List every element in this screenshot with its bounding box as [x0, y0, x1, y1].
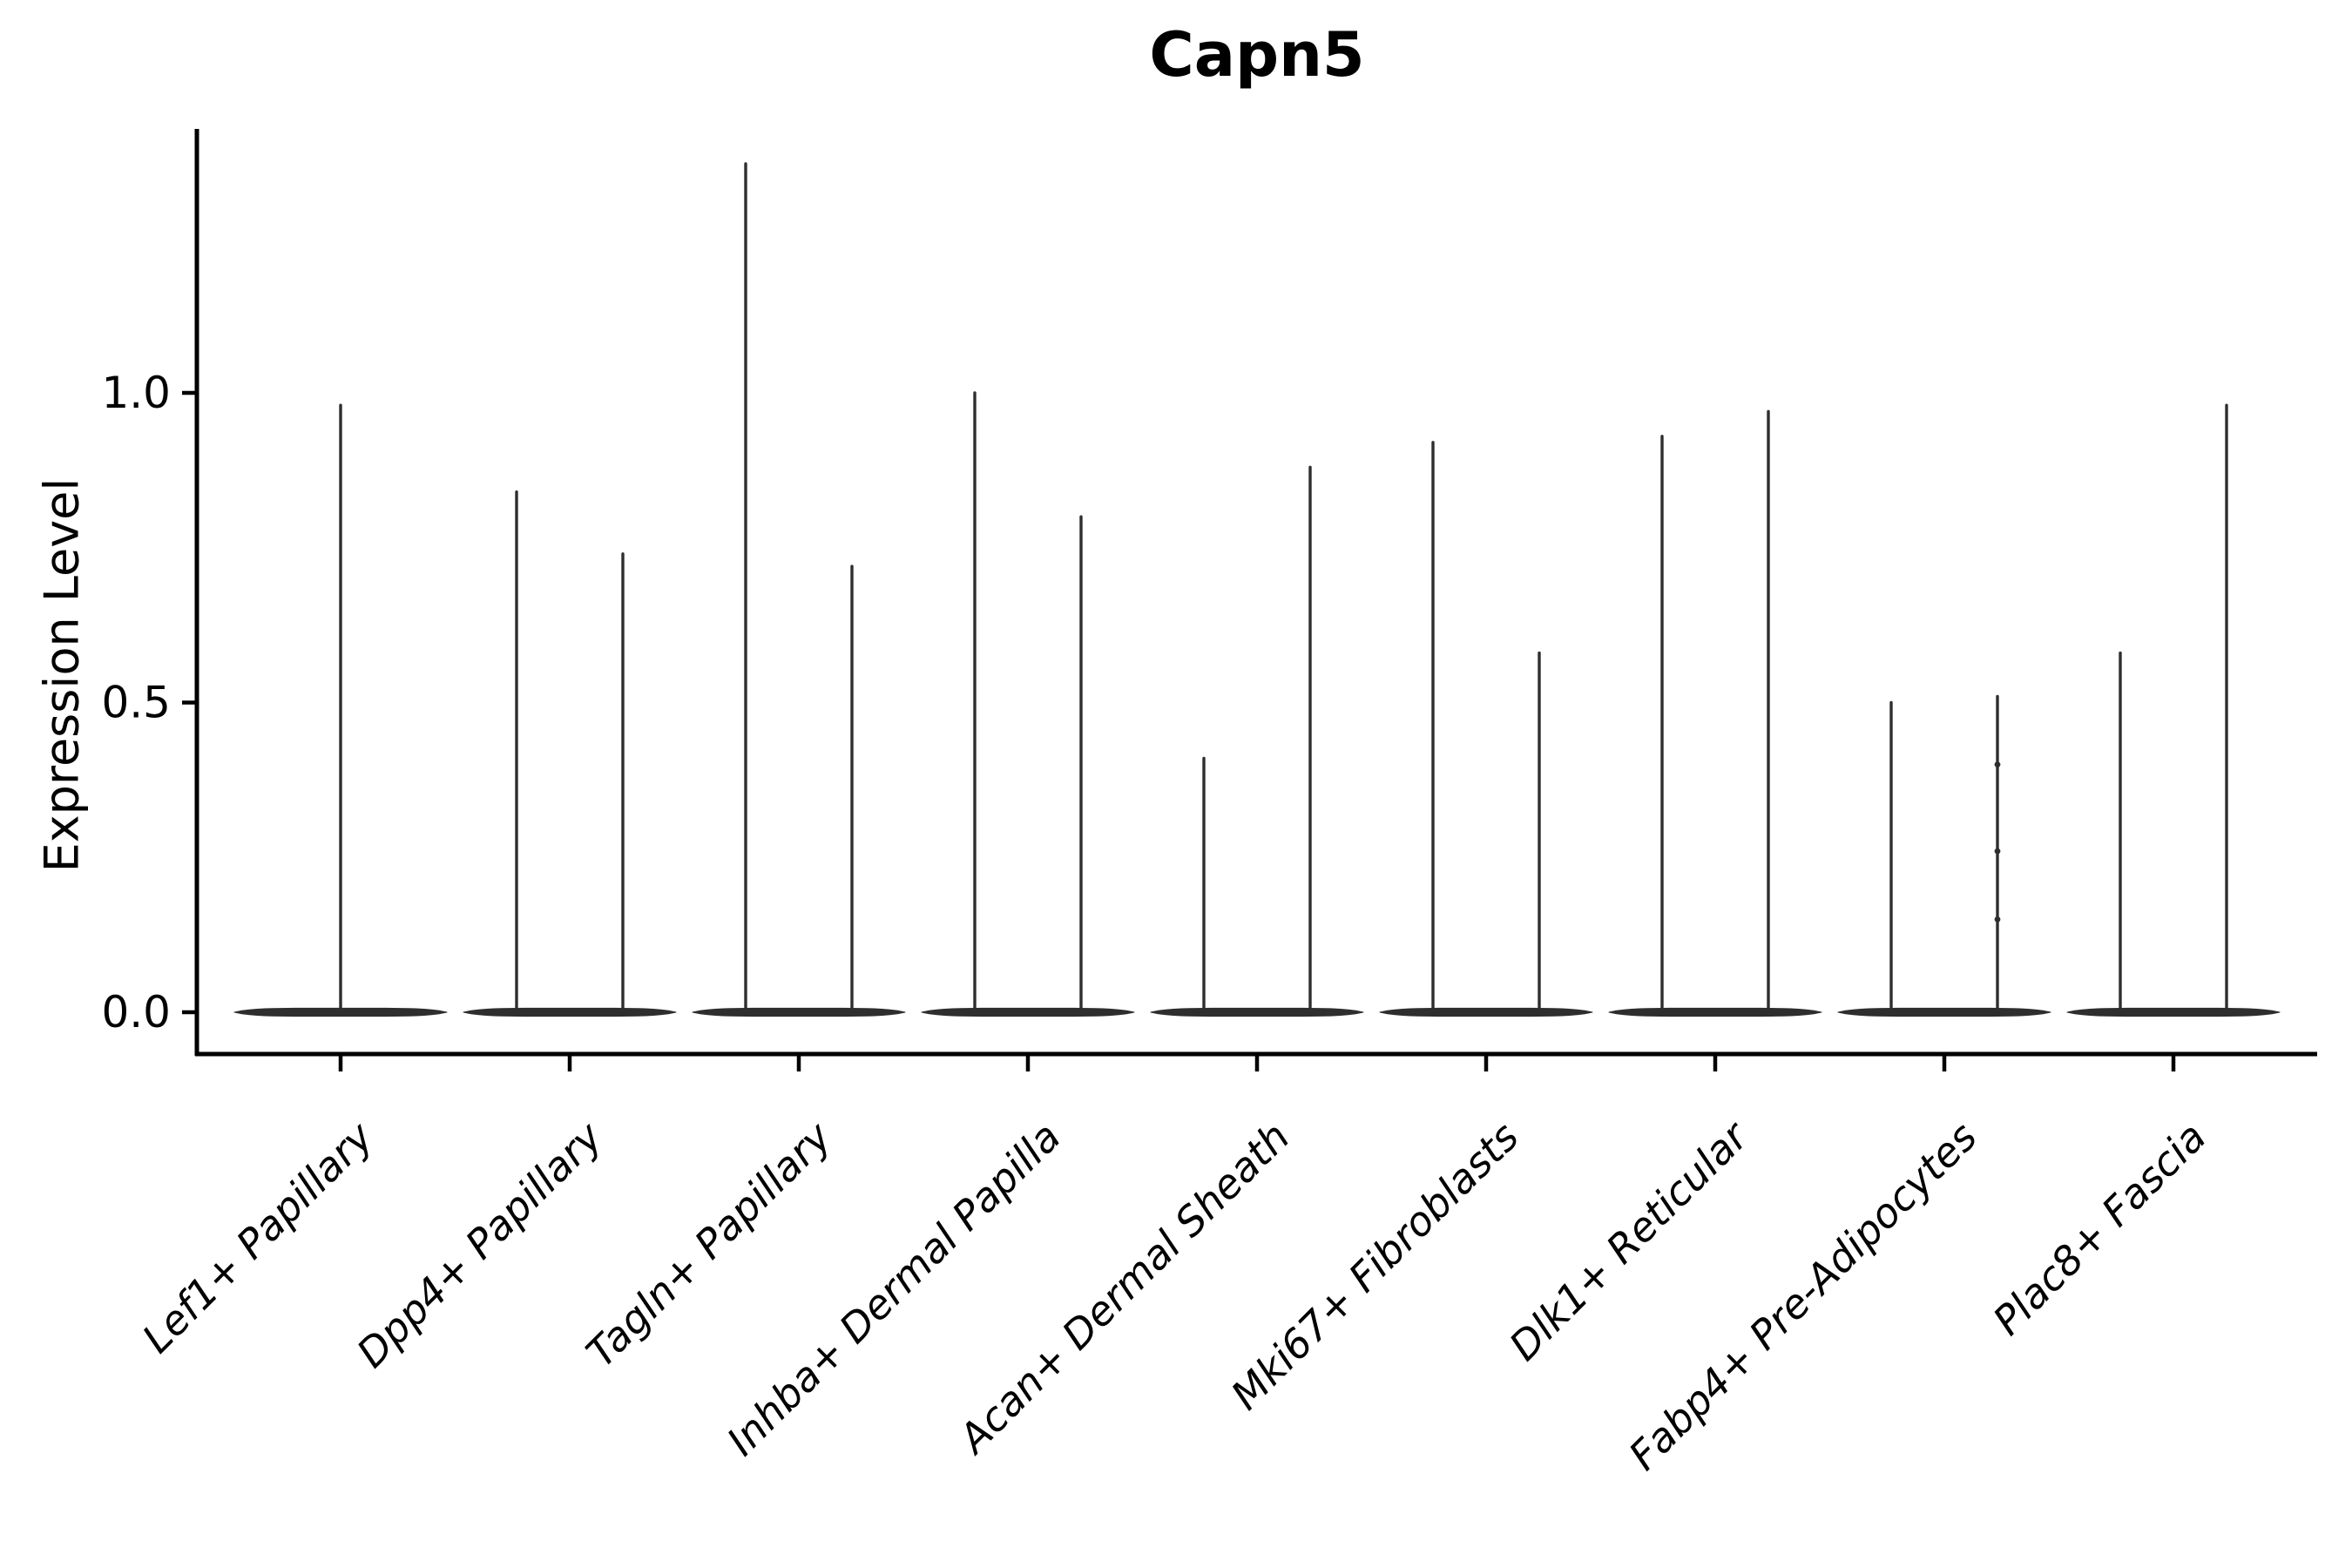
y-tick-label: 1.0 [101, 368, 171, 418]
violin-baseline [1608, 1007, 1822, 1017]
violin-density-dot [1994, 916, 2001, 923]
x-tick-label: Tagln+ Papillary [577, 1112, 841, 1376]
violin-baseline [1837, 1007, 2051, 1017]
chart-title: Capn5 [1149, 19, 1365, 91]
x-tick-label: Plac8+ Fascia [1984, 1113, 2214, 1344]
x-tick-label: Lef1+ Papillary [133, 1112, 382, 1362]
y-tick-label: 0.5 [101, 678, 171, 728]
violin-baseline [921, 1007, 1135, 1017]
y-tick-label: 0.0 [101, 987, 171, 1037]
x-tick-label: Dpp4+ Papillary [348, 1112, 612, 1376]
violin-baseline [1150, 1007, 1364, 1017]
violin-density-dot [1994, 761, 2001, 767]
violin-density-dot [1994, 848, 2001, 855]
violin-baseline [692, 1007, 906, 1017]
violin-baseline [1379, 1007, 1593, 1017]
x-tick-label: Dlk1+ Reticular [1500, 1111, 1759, 1369]
violin-baseline [463, 1007, 677, 1017]
violin-baseline [2066, 1007, 2281, 1017]
